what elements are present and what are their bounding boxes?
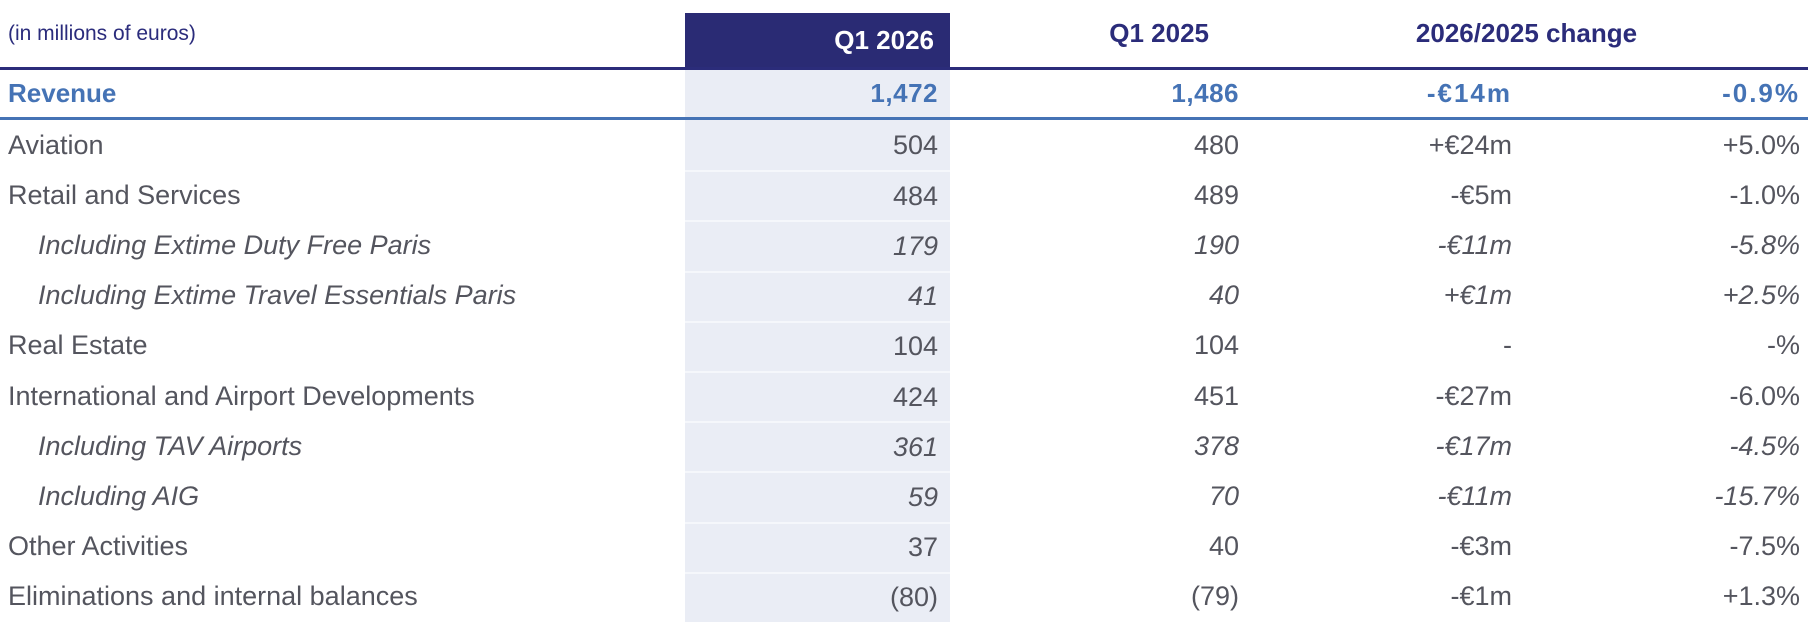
- change-pct-value: +2.5%: [1722, 280, 1800, 311]
- q1-2025-value: 1,486: [1171, 78, 1239, 108]
- q1-2025-value: 480: [1193, 129, 1239, 160]
- change-pct-value: -6.0%: [1729, 380, 1800, 411]
- row-label: Retail and Services: [8, 179, 241, 210]
- q1-2025-value: 40: [1208, 531, 1239, 562]
- column-header-change: 2026/2025 change: [1415, 18, 1638, 48]
- q1-2025-value: 489: [1193, 179, 1239, 210]
- change-abs-value: -€17m: [1435, 430, 1512, 461]
- q1-2025-value: 40: [1208, 280, 1239, 311]
- change-abs-value: -€11m: [1437, 480, 1512, 511]
- row-label: Real Estate: [8, 330, 148, 361]
- table-row-tav-airports: Including TAV Airports 361 378 -€17m -4.…: [0, 421, 1808, 472]
- row-label: Aviation: [8, 129, 104, 160]
- q1-2026-value: 37: [685, 521, 950, 572]
- table-row-other-activities: Other Activities 37 40 -€3m -7.5%: [0, 521, 1808, 572]
- q1-2025-value: 378: [1193, 430, 1239, 461]
- change-abs-value: -€1m: [1450, 581, 1512, 612]
- table-row-revenue: Revenue 1,472 1,486 -€14m -0.9%: [0, 70, 1808, 120]
- q1-2026-value: 41: [685, 270, 950, 321]
- change-pct-value: -4.5%: [1729, 430, 1800, 461]
- row-label: Other Activities: [8, 531, 189, 562]
- change-pct-value: -%: [1767, 330, 1800, 361]
- q1-2026-value: 484: [685, 170, 950, 221]
- row-label: Including Extime Duty Free Paris: [38, 229, 432, 260]
- column-header-q1-2025: Q1 2025: [1109, 18, 1209, 48]
- q1-2025-value: 104: [1193, 330, 1239, 361]
- row-label: Including Extime Travel Essentials Paris: [38, 280, 517, 311]
- change-pct-value: -0.9%: [1722, 78, 1800, 108]
- table-row-aviation: Aviation 504 480 +€24m +5.0%: [0, 120, 1808, 171]
- change-abs-value: -€5m: [1450, 179, 1512, 210]
- q1-2026-value: 1,472: [685, 70, 950, 117]
- table-row-aig: Including AIG 59 70 -€11m -15.7%: [0, 471, 1808, 522]
- q1-2026-value: 179: [685, 220, 950, 271]
- table-row-extime-travel-essentials-paris: Including Extime Travel Essentials Paris…: [0, 270, 1808, 321]
- q1-2026-value: 361: [685, 421, 950, 472]
- q1-2025-value: 190: [1193, 229, 1239, 260]
- change-abs-value: -€11m: [1437, 229, 1512, 260]
- row-label: Including AIG: [38, 480, 200, 511]
- unit-label: (in millions of euros): [8, 21, 196, 45]
- change-abs-value: -€27m: [1435, 380, 1512, 411]
- table-row-extime-duty-free-paris: Including Extime Duty Free Paris 179 190…: [0, 220, 1808, 271]
- q1-2026-value: 424: [685, 370, 950, 422]
- change-pct-value: +1.3%: [1722, 581, 1800, 612]
- change-abs-value: +€1m: [1443, 280, 1512, 311]
- q1-2026-header-box: Q1 2026: [685, 13, 950, 67]
- q1-2025-value: (79): [1190, 581, 1239, 612]
- q1-2025-value: 70: [1208, 480, 1239, 511]
- change-pct-value: -1.0%: [1729, 179, 1800, 210]
- q1-2025-value: 451: [1193, 380, 1239, 411]
- change-pct-value: -5.8%: [1729, 229, 1800, 260]
- q1-2026-value: 504: [685, 120, 950, 171]
- change-pct-value: -7.5%: [1729, 531, 1800, 562]
- change-pct-value: +5.0%: [1722, 129, 1800, 160]
- change-abs-value: -: [1503, 330, 1512, 361]
- column-header-q1-2026: Q1 2026: [685, 0, 950, 67]
- change-pct-value: -15.7%: [1714, 480, 1800, 511]
- change-abs-value: +€24m: [1428, 129, 1512, 160]
- q1-2026-value: 104: [685, 320, 950, 371]
- table-row-real-estate: Real Estate 104 104 - -%: [0, 320, 1808, 371]
- row-label: Eliminations and internal balances: [8, 581, 418, 612]
- row-label: Revenue: [8, 78, 117, 108]
- q1-2026-value: (80): [685, 571, 950, 622]
- table-header-row: (in millions of euros) Q1 2026 Q1 2025 2…: [0, 0, 1808, 70]
- table-row-eliminations-and-internal-balances: Eliminations and internal balances (80) …: [0, 571, 1808, 622]
- table-row-international-and-airport-developments: International and Airport Developments 4…: [0, 370, 1808, 422]
- table-row-retail-and-services: Retail and Services 484 489 -€5m -1.0%: [0, 170, 1808, 221]
- change-abs-value: -€14m: [1426, 78, 1512, 108]
- row-label: International and Airport Developments: [8, 380, 475, 411]
- q1-2026-value: 59: [685, 471, 950, 522]
- change-abs-value: -€3m: [1450, 531, 1512, 562]
- row-label: Including TAV Airports: [38, 430, 303, 461]
